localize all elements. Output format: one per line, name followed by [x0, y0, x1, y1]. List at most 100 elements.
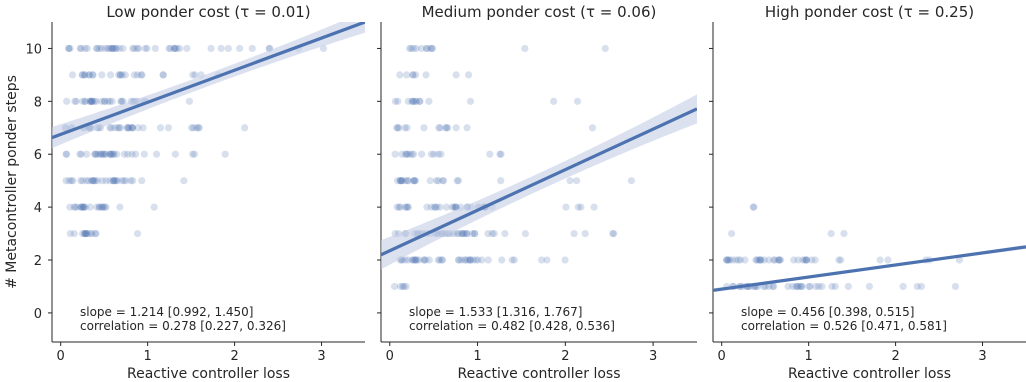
- scatter-point: [128, 124, 137, 132]
- scatter-point: [66, 203, 74, 211]
- scatter-point: [73, 203, 81, 211]
- scatter-point: [728, 256, 737, 264]
- scatter-point: [159, 71, 167, 79]
- scatter-point: [108, 44, 116, 53]
- scatter-point: [118, 177, 126, 185]
- scatter-point: [102, 177, 110, 185]
- y-tick-label: 0: [34, 307, 42, 322]
- scatter-point: [393, 124, 401, 132]
- scatter-point: [85, 71, 93, 79]
- scatter-point: [89, 71, 97, 79]
- scatter-point: [105, 44, 114, 53]
- scatter-point: [166, 44, 175, 53]
- scatter-point: [124, 124, 132, 132]
- scatter-point: [769, 256, 778, 264]
- scatter-point: [917, 282, 926, 291]
- scatter-point: [420, 256, 428, 264]
- scatter-point: [775, 256, 783, 264]
- scatter-point: [108, 44, 116, 53]
- scatter-point: [110, 177, 118, 185]
- scatter-point: [130, 44, 138, 53]
- scatter-point: [510, 256, 518, 264]
- x-tick-label: 1: [473, 349, 481, 364]
- scatter-point: [799, 256, 807, 264]
- scatter-point: [588, 124, 597, 132]
- scatter-point: [404, 203, 412, 211]
- scatter-point: [128, 150, 136, 158]
- scatter-point: [96, 44, 104, 53]
- scatter-point: [752, 256, 760, 264]
- scatter-point: [85, 71, 94, 79]
- scatter-point: [126, 124, 134, 132]
- scatter-point: [401, 150, 410, 158]
- scatter-point: [581, 229, 589, 238]
- scatter-point: [98, 71, 106, 79]
- scatter-point: [627, 177, 635, 185]
- scatter-point: [81, 203, 90, 211]
- scatter-point: [133, 44, 141, 53]
- scatter-point: [81, 97, 89, 105]
- scatter-point: [794, 256, 802, 264]
- scatter-point: [66, 229, 74, 238]
- scatter-point: [65, 44, 73, 53]
- scatter-point: [106, 177, 114, 185]
- scatter-point: [81, 44, 89, 53]
- scatter-point: [410, 177, 418, 185]
- scatter-point: [104, 44, 112, 53]
- scatter-point: [80, 203, 88, 211]
- scatter-point: [430, 150, 438, 158]
- scatter-point: [775, 256, 783, 264]
- scatter-point: [117, 71, 125, 79]
- scatter-point: [91, 229, 99, 238]
- scatter-point: [100, 97, 109, 105]
- scatter-point: [99, 203, 107, 211]
- scatter-point: [116, 71, 124, 79]
- y-tick-label: 10: [25, 42, 42, 57]
- scatter-point: [401, 124, 409, 132]
- scatter-point: [396, 177, 404, 185]
- scatter-point: [109, 150, 117, 158]
- scatter-point: [189, 124, 197, 132]
- regression-line: [713, 245, 1026, 292]
- y-tick-label: 8: [34, 95, 42, 110]
- scatter-point: [741, 256, 749, 264]
- scatter-point: [837, 256, 845, 264]
- x-tick-label: 2: [561, 349, 569, 364]
- x-axis-label: Reactive controller loss: [458, 366, 621, 382]
- scatter-point: [790, 256, 798, 264]
- scatter-point: [128, 124, 137, 132]
- scatter-point: [497, 177, 505, 185]
- scatter-point: [402, 150, 411, 158]
- scatter-point: [97, 150, 105, 158]
- scatter-point: [777, 256, 785, 264]
- scatter-point: [118, 97, 126, 105]
- scatter-point: [183, 44, 191, 53]
- scatter-point: [86, 203, 94, 211]
- scatter-point: [951, 282, 960, 291]
- scatter-point: [92, 97, 100, 105]
- scatter-point: [815, 282, 823, 291]
- scatter-point: [137, 71, 145, 79]
- scatter-point: [469, 256, 477, 264]
- scatter-point: [188, 150, 197, 158]
- scatter-point: [114, 124, 122, 132]
- scatter-point: [93, 203, 101, 211]
- scatter-point: [409, 71, 417, 79]
- scatter-point: [573, 177, 581, 185]
- scatter-point: [448, 203, 456, 211]
- scatter-point: [217, 44, 225, 53]
- scatter-point: [521, 44, 529, 53]
- scatter-point: [756, 256, 764, 264]
- scatter-point: [420, 124, 428, 132]
- scatter-point: [93, 177, 102, 185]
- scatter-point: [180, 177, 188, 185]
- scatter-point: [436, 124, 444, 132]
- scatter-point: [771, 256, 779, 264]
- scatter-point: [108, 44, 116, 53]
- scatter-point: [122, 177, 130, 185]
- scatter-point: [76, 44, 84, 53]
- scatter-point: [405, 44, 414, 53]
- scatter-point: [241, 124, 249, 132]
- scatter-point: [466, 256, 474, 264]
- scatter-point: [138, 177, 146, 185]
